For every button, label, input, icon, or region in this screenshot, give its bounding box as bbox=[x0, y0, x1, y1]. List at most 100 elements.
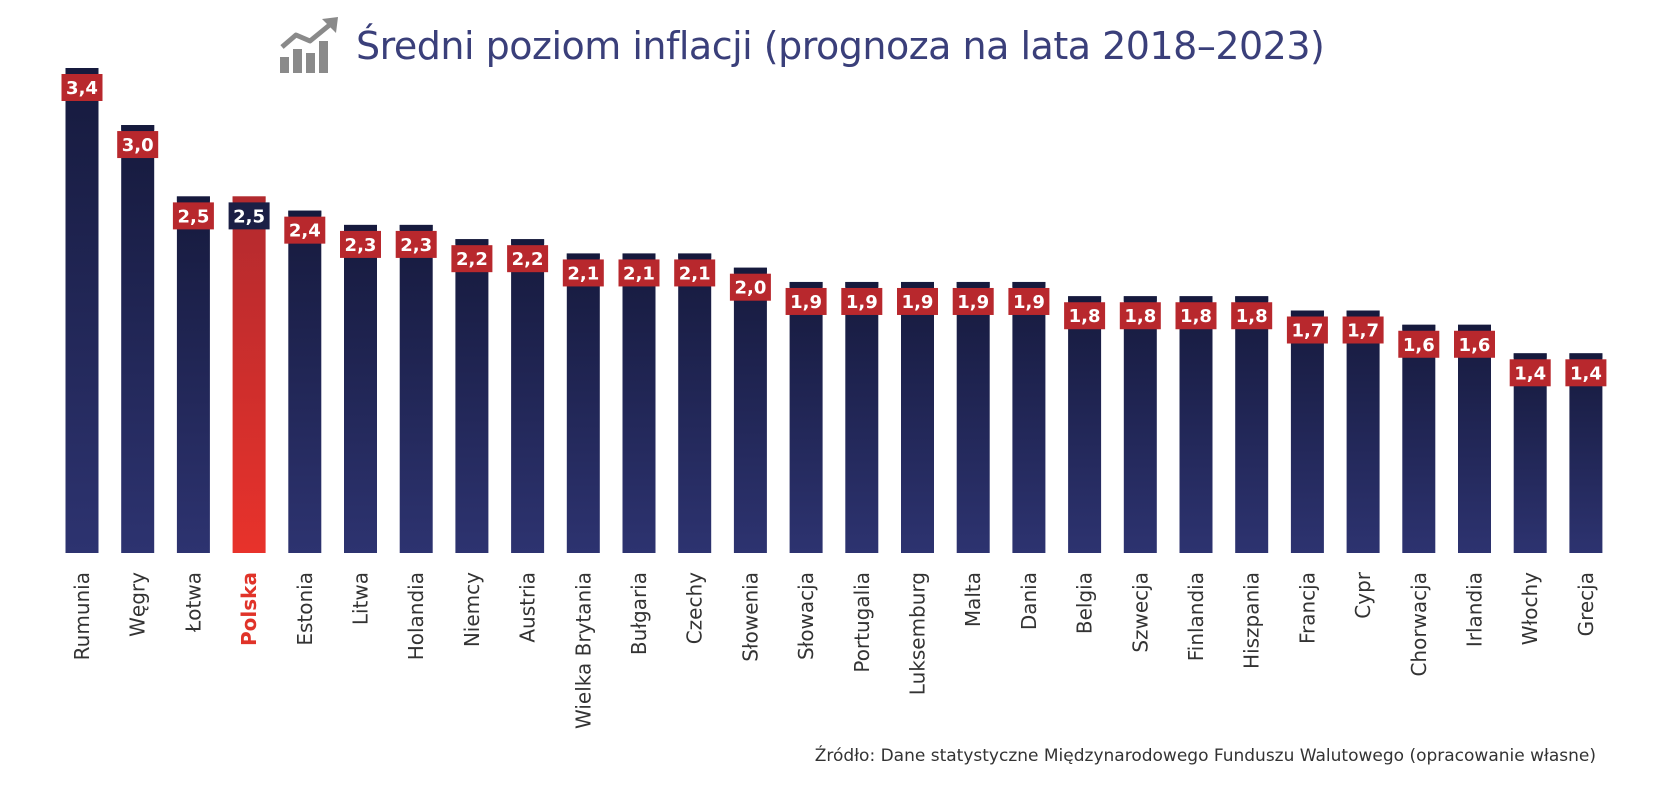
value-label-16: 1,9 bbox=[957, 292, 989, 313]
value-label-21: 1,8 bbox=[1236, 306, 1268, 327]
value-label-box-11 bbox=[674, 259, 716, 287]
bar-8 bbox=[511, 239, 545, 554]
category-label-8: Austria bbox=[516, 572, 540, 643]
category-label-6: Holandia bbox=[404, 572, 428, 660]
value-label-box-9 bbox=[562, 259, 604, 287]
bar-2 bbox=[176, 196, 210, 553]
value-label-box-27 bbox=[1565, 359, 1607, 387]
bar-16 bbox=[956, 281, 990, 553]
bar-25 bbox=[1458, 324, 1491, 553]
value-label-box-16 bbox=[952, 287, 994, 315]
bar-1 bbox=[121, 125, 155, 553]
bar-26 bbox=[1513, 353, 1547, 553]
value-label-0: 3,4 bbox=[66, 78, 98, 99]
value-label-25: 1,6 bbox=[1459, 335, 1491, 356]
value-label-box-4 bbox=[284, 216, 326, 244]
value-label-5: 2,3 bbox=[345, 235, 377, 256]
bar-23 bbox=[1346, 310, 1380, 553]
category-label-23: Cypr bbox=[1351, 571, 1375, 618]
category-labels-group: Rumunia Węgry Łotwa Polska Estonia Litwa Holan… bbox=[70, 571, 1598, 729]
bar-19 bbox=[1123, 296, 1157, 553]
category-label-15: Luksemburg bbox=[906, 572, 930, 695]
bar-12 bbox=[733, 267, 767, 553]
category-label-7: Niemcy bbox=[460, 572, 484, 647]
value-label-3: 2,5 bbox=[233, 206, 265, 227]
category-label-11: Czechy bbox=[683, 572, 707, 644]
value-label-9: 2,1 bbox=[567, 263, 599, 284]
source-note: Źródło: Dane statystyczne Międzynarodowe… bbox=[814, 746, 1596, 766]
bar-cap-24 bbox=[1402, 324, 1436, 330]
value-label-box-23 bbox=[1342, 316, 1384, 344]
value-label-box-7 bbox=[451, 245, 493, 273]
value-label-box-18 bbox=[1064, 302, 1106, 330]
bar-cap-7 bbox=[455, 239, 489, 245]
bar-cap-23 bbox=[1346, 310, 1380, 316]
bars-group bbox=[65, 68, 1603, 554]
bar-cap-2 bbox=[176, 196, 210, 202]
category-label-4: Estonia bbox=[293, 572, 317, 646]
bar-24 bbox=[1402, 324, 1436, 553]
chart-title: Średni poziom inflacji (prognoza na lata… bbox=[356, 24, 1325, 68]
value-label-2: 2,5 bbox=[177, 206, 209, 227]
value-label-1: 3,0 bbox=[122, 135, 154, 156]
bar-cap-4 bbox=[288, 210, 322, 216]
category-label-27: Grecja bbox=[1574, 572, 1598, 636]
value-label-18: 1,8 bbox=[1069, 306, 1101, 327]
category-label-1: Węgry bbox=[126, 572, 150, 637]
value-label-24: 1,6 bbox=[1403, 335, 1435, 356]
bar-17 bbox=[1012, 281, 1046, 553]
value-label-box-19 bbox=[1119, 302, 1161, 330]
bar-cap-11 bbox=[678, 253, 712, 259]
bar-4 bbox=[288, 210, 322, 553]
bar-cap-3 bbox=[232, 196, 266, 202]
value-label-20: 1,8 bbox=[1180, 306, 1212, 327]
value-label-17: 1,9 bbox=[1013, 292, 1045, 313]
value-label-6: 2,3 bbox=[400, 235, 432, 256]
value-label-box-0 bbox=[61, 74, 103, 101]
value-label-box-24 bbox=[1398, 330, 1440, 358]
bar-20 bbox=[1179, 296, 1213, 553]
value-label-15: 1,9 bbox=[902, 292, 934, 313]
bar-cap-16 bbox=[956, 281, 990, 287]
bar-cap-15 bbox=[901, 281, 934, 287]
bar-cap-21 bbox=[1235, 296, 1269, 302]
value-label-8: 2,2 bbox=[512, 249, 544, 270]
category-label-13: Słowacja bbox=[794, 572, 818, 660]
bar-chart: 3,4 3,0 2,5 2,5 2,4 2,3 2,3 2,2 2,2 2,1 2,1 2,1 2,0 1… bbox=[61, 68, 1607, 729]
value-label-10: 2,1 bbox=[623, 263, 655, 284]
bar-cap-9 bbox=[566, 253, 600, 259]
value-label-box-22 bbox=[1286, 316, 1328, 344]
category-label-12: Słowenia bbox=[738, 572, 762, 662]
bar-5 bbox=[344, 224, 377, 554]
bar-cap-26 bbox=[1513, 353, 1547, 359]
category-label-19: Szwecja bbox=[1128, 572, 1152, 653]
category-label-9: Wielka Brytania bbox=[571, 572, 595, 729]
bar-22 bbox=[1290, 310, 1324, 553]
bar-cap-10 bbox=[622, 253, 656, 259]
value-label-box-13 bbox=[785, 287, 827, 315]
bar-cap-1 bbox=[121, 125, 155, 131]
bar-cap-5 bbox=[344, 224, 377, 230]
value-label-box-26 bbox=[1509, 359, 1551, 387]
category-label-2: Łotwa bbox=[181, 572, 205, 633]
category-label-16: Malta bbox=[961, 572, 985, 627]
category-label-17: Dania bbox=[1017, 572, 1041, 630]
value-label-box-8 bbox=[507, 245, 549, 273]
bar-3 bbox=[232, 196, 266, 553]
category-label-22: Francja bbox=[1295, 572, 1319, 644]
value-labels-group: 3,4 3,0 2,5 2,5 2,4 2,3 2,3 2,2 2,2 2,1 2,1 2,1 2,0 1… bbox=[61, 74, 1607, 387]
value-label-19: 1,8 bbox=[1124, 306, 1156, 327]
bar-18 bbox=[1068, 296, 1102, 553]
bar-cap-8 bbox=[511, 239, 545, 245]
bar-cap-12 bbox=[733, 267, 767, 273]
value-label-box-25 bbox=[1454, 330, 1495, 358]
value-label-4: 2,4 bbox=[289, 221, 321, 242]
bar-cap-20 bbox=[1179, 296, 1213, 302]
bar-6 bbox=[399, 224, 433, 554]
category-label-10: Bułgaria bbox=[627, 572, 651, 655]
bar-13 bbox=[789, 281, 823, 553]
category-label-3: Polska bbox=[237, 572, 261, 646]
value-label-box-21 bbox=[1231, 302, 1273, 330]
category-label-5: Litwa bbox=[349, 572, 373, 625]
value-label-box-2 bbox=[172, 202, 214, 230]
